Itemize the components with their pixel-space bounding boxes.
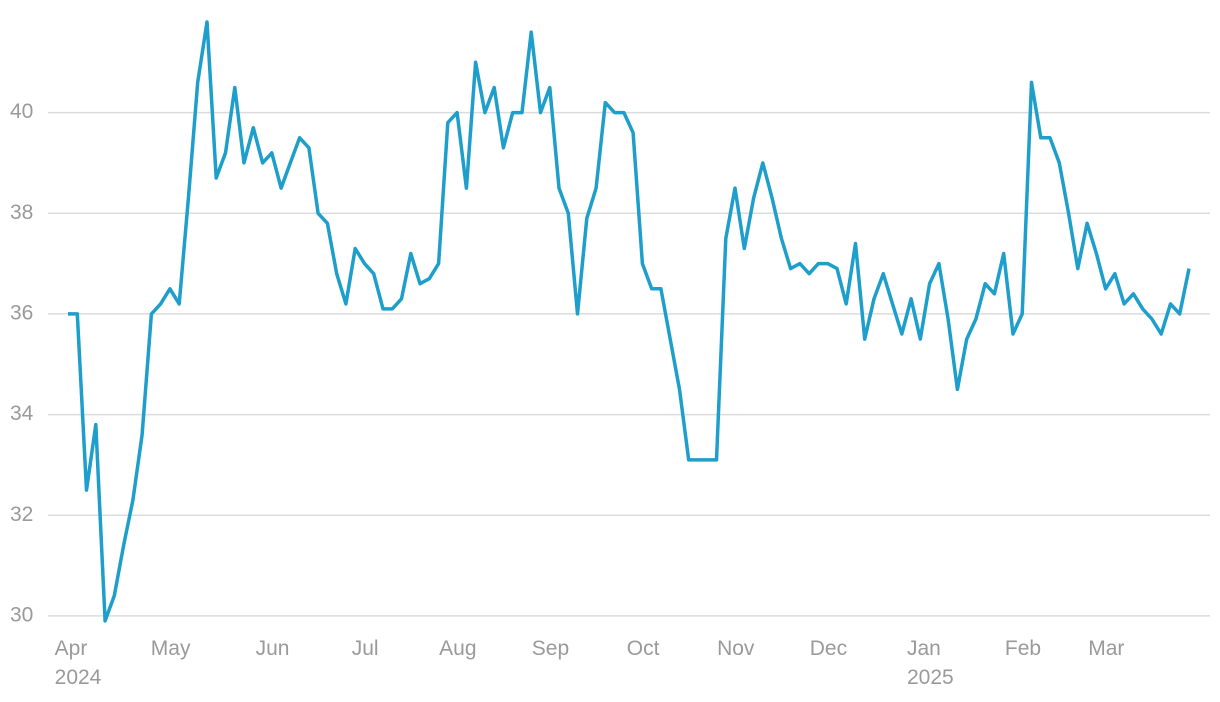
x-tick-label: Dec	[809, 637, 848, 660]
y-tick-label: 32	[10, 503, 33, 526]
x-tick-label: Oct	[626, 637, 660, 660]
y-tick-label: 36	[10, 301, 33, 324]
x-tick-label: May	[150, 637, 191, 660]
y-tick-label: 38	[10, 201, 33, 224]
line-series	[68, 20, 1191, 623]
x-tick-label: Aug	[439, 637, 477, 660]
y-tick-label: 30	[10, 603, 33, 626]
x-tick-label: Apr 2024	[54, 637, 102, 689]
x-tick-label: Jan 2025	[906, 637, 954, 689]
x-tick-label: Mar	[1088, 637, 1125, 660]
x-tick-label: Jun	[255, 637, 290, 660]
y-tick-label: 40	[10, 100, 33, 123]
x-tick-label: Nov	[717, 637, 755, 660]
x-tick-label: Jul	[351, 637, 379, 660]
x-tick-label: Feb	[1004, 637, 1042, 660]
x-tick-label: Sep	[531, 637, 570, 660]
y-tick-label: 34	[10, 402, 34, 425]
